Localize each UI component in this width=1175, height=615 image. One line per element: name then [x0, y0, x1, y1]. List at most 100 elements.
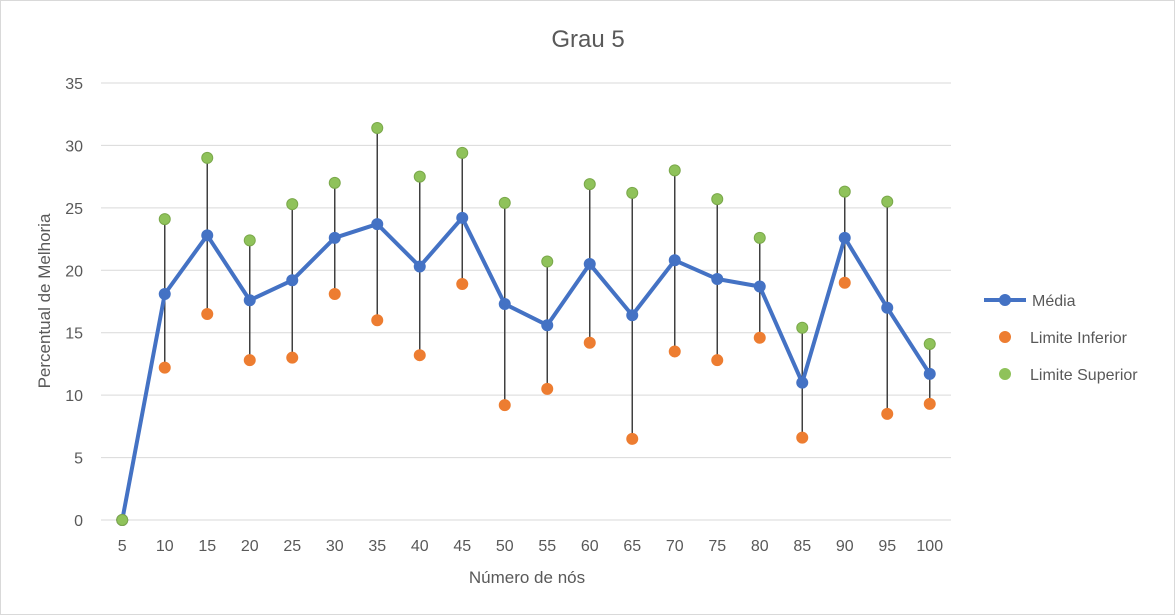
x-tick-label: 35	[368, 538, 386, 555]
point-limite-superior	[328, 176, 341, 189]
point-limite-inferior	[711, 354, 724, 367]
point-limite-superior	[498, 196, 511, 209]
point-media	[158, 288, 171, 301]
y-tick-label: 35	[65, 76, 83, 93]
point-limite-inferior	[456, 278, 469, 291]
x-tick-label: 10	[156, 538, 174, 555]
x-tick-label: 5	[118, 538, 127, 555]
x-tick-label: 80	[751, 538, 769, 555]
point-media	[243, 294, 256, 307]
legend-label: Média	[1032, 293, 1076, 310]
point-media	[413, 260, 426, 273]
x-tick-label: 45	[453, 538, 471, 555]
x-tick-label: 50	[496, 538, 514, 555]
point-limite-inferior	[626, 432, 639, 445]
point-limite-inferior	[201, 307, 214, 320]
point-media	[456, 211, 469, 224]
y-tick-label: 0	[74, 513, 83, 530]
y-tick-label: 5	[74, 451, 83, 468]
point-limite-inferior	[371, 314, 384, 327]
point-media	[371, 218, 384, 231]
point-limite-superior	[243, 234, 256, 247]
point-limite-superior	[796, 321, 809, 334]
point-limite-inferior	[881, 407, 894, 420]
legend-marker-swatch	[999, 294, 1011, 306]
x-tick-label: 20	[241, 538, 259, 555]
y-tick-label: 20	[65, 263, 83, 280]
point-limite-superior	[158, 213, 171, 226]
gridlines	[101, 82, 951, 521]
point-limite-inferior	[286, 351, 299, 364]
point-media	[796, 376, 809, 389]
point-limite-superior	[413, 170, 426, 183]
legend: Média Limite Inferior Limite Superior	[984, 293, 1138, 384]
legend-label: Limite Inferior	[1030, 330, 1128, 347]
point-media	[923, 367, 936, 380]
point-limite-inferior	[753, 331, 766, 344]
y-tick-label: 10	[65, 388, 83, 405]
point-limite-superior	[626, 186, 639, 199]
point-media	[626, 309, 639, 322]
y-tick-label: 15	[65, 326, 83, 343]
x-tick-label: 70	[666, 538, 684, 555]
point-limite-superior	[881, 195, 894, 208]
point-media	[881, 301, 894, 314]
point-limite-superior	[668, 164, 681, 177]
y-tick-label: 30	[65, 138, 83, 155]
point-limite-superior	[286, 198, 299, 211]
point-limite-inferior	[583, 336, 596, 349]
x-tick-label: 25	[283, 538, 301, 555]
point-limite-inferior	[668, 345, 681, 358]
x-axis-title: Número de nós	[469, 568, 585, 587]
x-tick-label: 90	[836, 538, 854, 555]
error-bars	[164, 127, 931, 439]
point-limite-superior	[116, 514, 129, 526]
point-media	[541, 319, 554, 332]
point-media	[838, 231, 851, 244]
point-limite-inferior	[838, 276, 851, 289]
point-limite-superior	[838, 185, 851, 198]
point-limite-superior	[371, 121, 384, 134]
y-tick-label: 25	[65, 201, 83, 218]
point-limite-inferior	[796, 431, 809, 444]
x-tick-label: 75	[708, 538, 726, 555]
point-media	[498, 297, 511, 310]
x-tick-label: 95	[878, 538, 896, 555]
x-tick-label: 55	[538, 538, 556, 555]
x-tick-label: 100	[916, 538, 943, 555]
point-limite-superior	[711, 193, 724, 206]
point-media	[753, 280, 766, 293]
point-limite-inferior	[923, 397, 936, 410]
x-tick-label: 30	[326, 538, 344, 555]
point-media	[583, 258, 596, 271]
point-limite-inferior	[498, 399, 511, 412]
x-tick-label: 40	[411, 538, 429, 555]
point-limite-superior	[753, 231, 766, 244]
point-media	[201, 229, 214, 242]
y-axis-ticks: 0 5 10 15 20 25 30 35	[65, 76, 83, 530]
x-axis-ticks: 5 10 15 20 25 30 35 40 45 50 55 60 65 70 75 80 85 90 95 100	[118, 538, 943, 555]
point-limite-inferior	[413, 349, 426, 362]
x-tick-label: 85	[793, 538, 811, 555]
point-limite-superior	[456, 146, 469, 159]
point-limite-superior	[923, 337, 936, 350]
x-tick-label: 15	[198, 538, 216, 555]
point-media	[668, 254, 681, 267]
x-tick-label: 65	[623, 538, 641, 555]
point-limite-inferior	[328, 288, 341, 301]
legend-marker-swatch	[999, 368, 1011, 380]
point-media	[328, 231, 341, 244]
point-limite-inferior	[541, 382, 554, 395]
point-limite-superior	[583, 178, 596, 191]
legend-marker-swatch	[999, 331, 1011, 343]
point-limite-inferior	[158, 361, 171, 374]
y-axis-title: Percentual de Melhoria	[35, 213, 54, 388]
point-limite-superior	[201, 151, 214, 164]
legend-label: Limite Superior	[1030, 367, 1138, 384]
point-media	[286, 274, 299, 287]
point-limite-superior	[541, 255, 554, 268]
chart-title: Grau 5	[551, 26, 624, 53]
series	[116, 121, 936, 526]
